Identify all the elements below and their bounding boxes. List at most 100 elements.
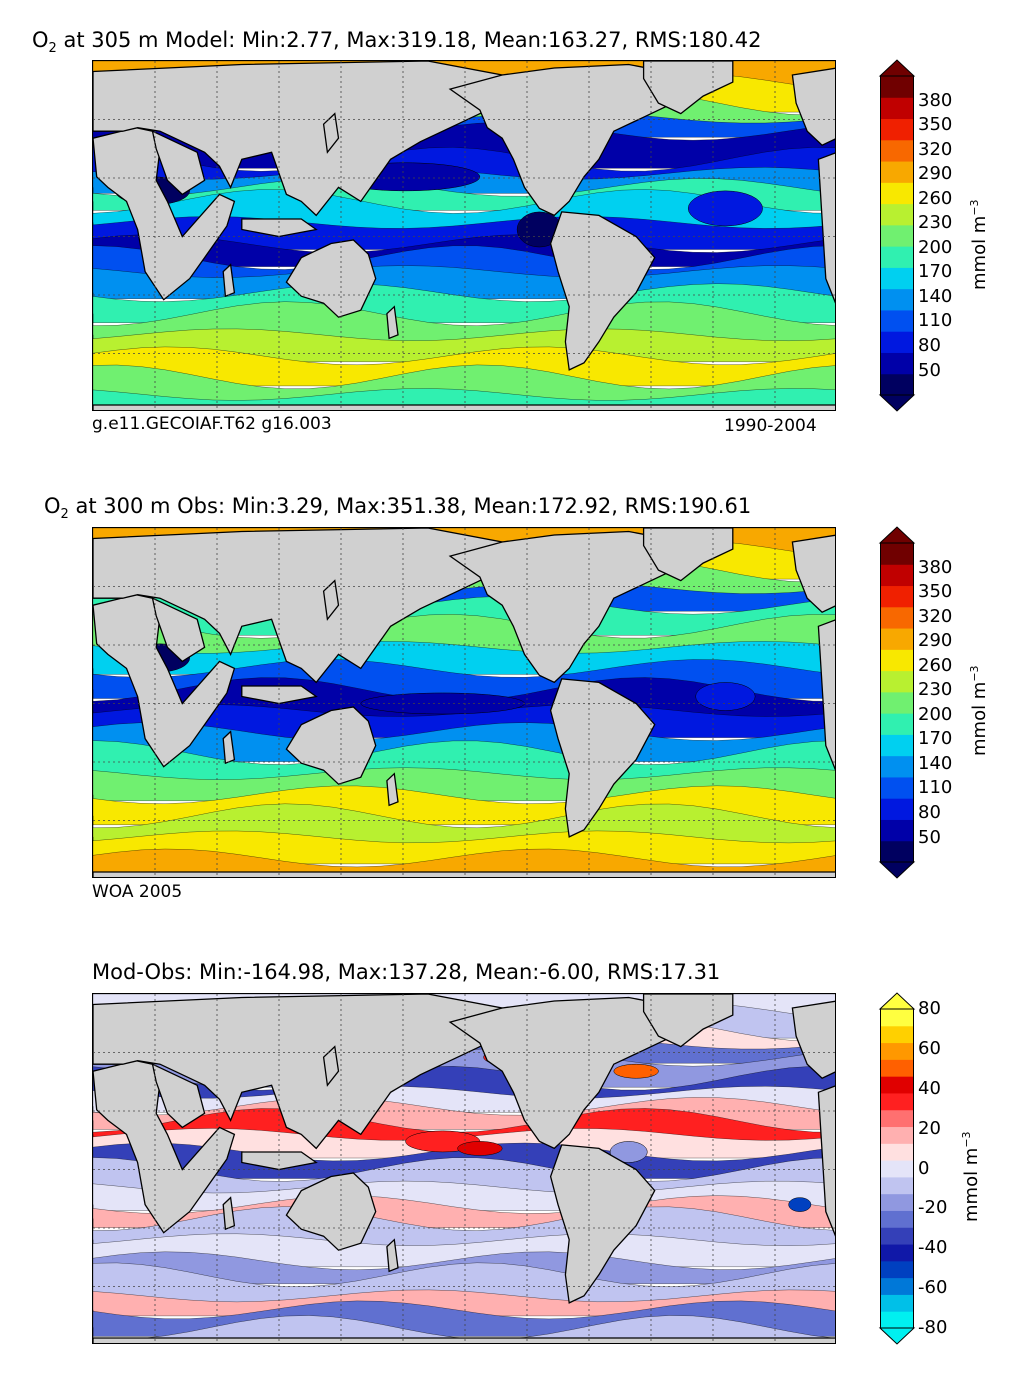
obs-grid (93, 528, 835, 877)
land-greenland (642, 61, 734, 115)
obs-title-subscript: 2 (60, 507, 69, 523)
colorbar-swatch (880, 1260, 914, 1279)
model-title-subscript: 2 (48, 41, 57, 57)
land-greenland (642, 528, 734, 582)
model-unit-exp: −3 (968, 199, 981, 216)
colorbar-swatch (880, 1126, 914, 1144)
colorbar-tick-label: 290 (918, 163, 953, 185)
colorbar-swatch (880, 776, 914, 799)
colorbar-swatch (880, 331, 914, 353)
colorbar-tick-label: 170 (918, 261, 953, 283)
land-australia (285, 1172, 377, 1251)
colorbar-swatch (880, 819, 914, 842)
colorbar-extend-min (878, 1327, 916, 1345)
diff-map (92, 993, 836, 1344)
colorbar-swatch (880, 713, 914, 735)
colorbar-swatch (880, 1176, 914, 1195)
obs-map (92, 527, 836, 878)
land-samerica (549, 211, 656, 371)
land-madagascar (222, 730, 236, 765)
land-africa (93, 127, 236, 301)
colorbar-tick-label: -80 (918, 1317, 948, 1338)
contour-band (93, 848, 835, 877)
colorbar-swatch (880, 755, 914, 778)
diff-unit-text: mmol m (961, 1147, 982, 1222)
colorbar-swatch (880, 1059, 914, 1077)
model-title: O2 at 305 m Model: Min:2.77, Max:319.18,… (32, 28, 761, 56)
obs-title-text: at 300 m Obs: Min:3.29, Max:351.38, Mean… (68, 494, 752, 518)
colorbar-tick-label: 350 (918, 114, 953, 136)
land-nz (386, 305, 399, 340)
obs-map-svg (93, 528, 835, 877)
land-namerica (448, 996, 705, 1150)
colorbar-tick-label: -40 (918, 1237, 948, 1259)
model-title-text: at 305 m Model: Min:2.77, Max:319.18, Me… (56, 28, 762, 52)
colorbar-tick-label: 110 (918, 310, 953, 332)
model-colorbar (878, 59, 916, 412)
colorbar-swatch (880, 1294, 914, 1312)
colorbar-swatch (880, 97, 914, 120)
colorbar-tick-label: 110 (918, 777, 953, 799)
colorbar-extend-max (878, 526, 916, 544)
obs-title-symbol: O (44, 494, 61, 518)
land-madagascar (222, 263, 236, 298)
anomaly-blob (613, 1063, 659, 1079)
land-samerica (549, 1144, 656, 1304)
colorbar-tick-label: 140 (918, 752, 953, 774)
low-oxygen-zone (687, 190, 763, 227)
colorbar-swatch (880, 139, 914, 162)
obs-colorbar (878, 526, 916, 879)
colorbar-swatch (880, 1193, 914, 1211)
land-japan (322, 1045, 340, 1087)
land-arabia (151, 130, 206, 196)
colorbar-extend-min (878, 861, 916, 879)
land-namerica (448, 63, 705, 217)
colorbar-tick-label: 50 (918, 359, 941, 381)
colorbar-swatch (880, 564, 914, 587)
land-samerica (549, 678, 656, 838)
colorbar-swatch (880, 734, 914, 757)
diff-title: Mod-Obs: Min:-164.98, Max:137.28, Mean:-… (92, 960, 721, 984)
colorbar-swatch (880, 288, 914, 311)
obs-land (93, 528, 835, 877)
land-arabia (151, 597, 206, 663)
diff-colorbar (878, 992, 916, 1345)
colorbar-tick-label: 380 (918, 556, 953, 578)
model-land (93, 61, 835, 410)
model-map-svg (93, 61, 835, 410)
low-oxygen-zone (695, 682, 756, 711)
model-map (92, 60, 836, 411)
colorbar-swatch (880, 1311, 914, 1329)
colorbar-swatch (880, 1143, 914, 1161)
land-nz (386, 772, 399, 807)
diff-colorbar-svg (878, 992, 916, 1345)
colorbar-tick-label: 80 (918, 801, 941, 823)
colorbar-extend-min (878, 394, 916, 412)
colorbar-tick-label: 40 (918, 1077, 941, 1099)
colorbar-extend-max (878, 59, 916, 77)
colorbar-tick-label: 170 (918, 728, 953, 750)
diff-grid (93, 994, 835, 1343)
colorbar-tick-label: 320 (918, 605, 953, 627)
colorbar-tick-label: 140 (918, 285, 953, 307)
land-europe (791, 67, 835, 146)
model-title-symbol: O (32, 28, 49, 52)
colorbar-swatch (880, 309, 914, 332)
contour-band (93, 1233, 835, 1268)
colorbar-swatch (880, 1244, 914, 1262)
anomaly-blob (609, 1141, 648, 1163)
colorbar-tick-label: -20 (918, 1197, 948, 1219)
colorbar-swatch (880, 352, 914, 375)
land-africa (93, 594, 236, 768)
land-antarctica (93, 1337, 835, 1343)
colorbar-tick-label: 380 (918, 89, 953, 111)
land-africa-east (817, 152, 835, 304)
colorbar-swatch (880, 1025, 914, 1044)
colorbar-tick-label: -60 (918, 1277, 948, 1299)
land-australia (285, 706, 377, 785)
colorbar-tick-label: 80 (918, 334, 941, 356)
colorbar-swatch (880, 1227, 914, 1245)
model-left-note: g.e11.GECOIAF.T62 g16.003 (92, 414, 332, 434)
colorbar-swatch (880, 606, 914, 629)
colorbar-tick-label: 200 (918, 703, 953, 725)
